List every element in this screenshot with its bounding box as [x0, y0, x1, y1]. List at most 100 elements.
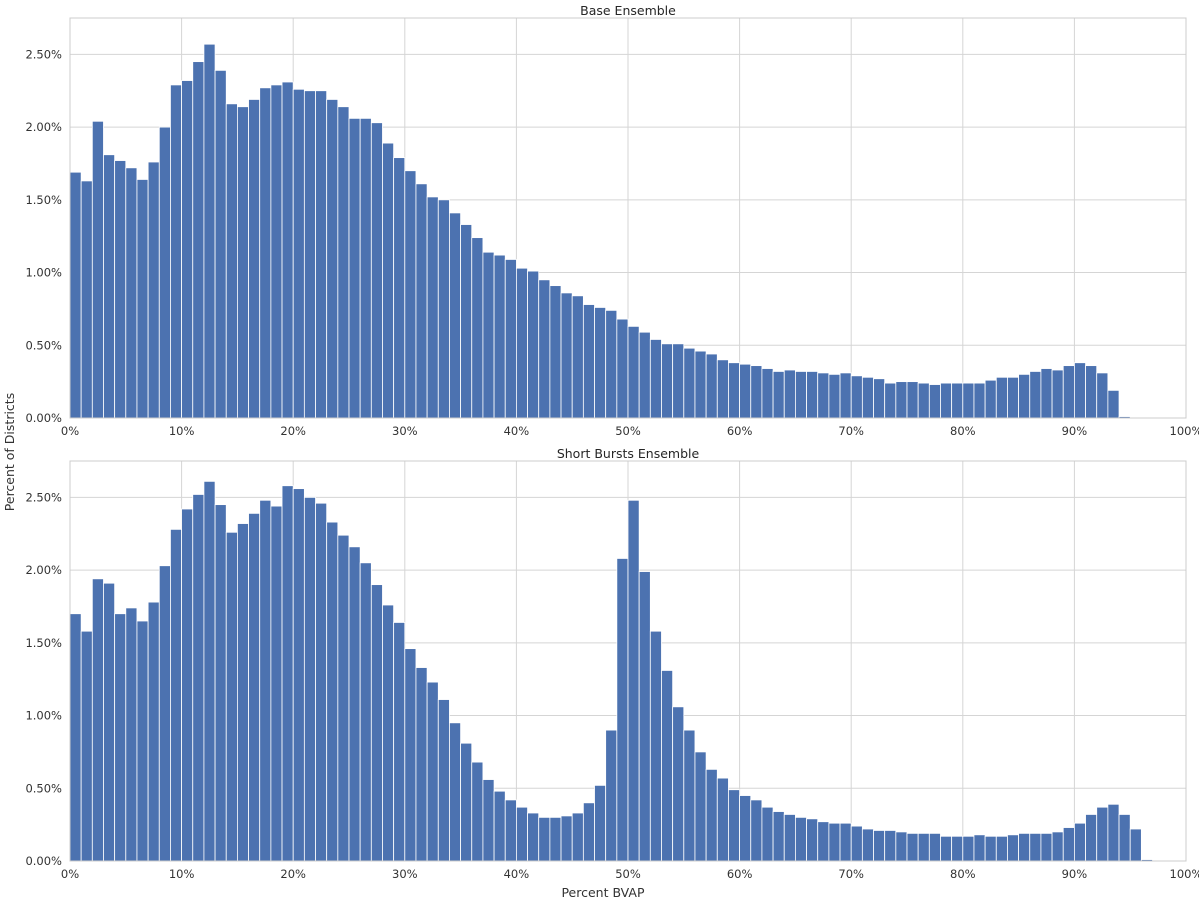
- histogram-bar: [1074, 362, 1086, 419]
- histogram-bar: [761, 368, 774, 419]
- x-tick-label: 70%: [838, 867, 864, 881]
- histogram-bar: [504, 259, 517, 419]
- histogram-bar: [91, 578, 104, 862]
- histogram-bar: [415, 667, 428, 862]
- histogram-bar: [192, 494, 205, 862]
- histogram-bar: [426, 681, 439, 862]
- histogram-bar: [605, 309, 618, 419]
- panel-title: Base Ensemble: [580, 3, 676, 18]
- histogram-bar: [661, 670, 674, 862]
- histogram-bar: [482, 251, 495, 419]
- histogram-bar: [895, 831, 908, 862]
- x-tick-label: 80%: [950, 424, 976, 438]
- histogram-bar: [839, 822, 852, 862]
- histogram-bar: [359, 117, 372, 419]
- x-tick-label: 60%: [727, 424, 753, 438]
- histogram-bar: [817, 821, 830, 862]
- histogram-bar: [661, 343, 674, 419]
- histogram-bar: [170, 84, 183, 419]
- histogram-bar: [158, 126, 171, 419]
- histogram-bar: [917, 832, 930, 862]
- histogram-bar: [248, 99, 261, 419]
- x-tick-label: 100%: [1170, 867, 1199, 881]
- histogram-bar: [783, 369, 796, 419]
- histogram-bar: [1040, 832, 1053, 862]
- histogram-bar: [471, 237, 484, 419]
- histogram-bar: [839, 372, 852, 419]
- histogram-bar: [292, 88, 305, 419]
- x-tick-label: 70%: [838, 424, 864, 438]
- histogram-bar: [315, 502, 328, 862]
- histogram-bar: [147, 161, 160, 419]
- x-tick-label: 40%: [504, 424, 530, 438]
- histogram-bar: [594, 307, 607, 419]
- histogram-bar: [549, 285, 562, 419]
- histogram-bar: [1096, 806, 1109, 862]
- x-tick-label: 40%: [504, 867, 530, 881]
- histogram-bar: [694, 350, 707, 419]
- histogram-bar: [460, 742, 473, 862]
- histogram-bar: [80, 630, 93, 862]
- histogram-bar: [114, 160, 127, 419]
- histogram-bar: [181, 80, 194, 419]
- histogram-bar: [582, 802, 595, 862]
- histogram-bar: [393, 622, 406, 862]
- histogram-bar: [504, 799, 517, 862]
- histogram-bar: [370, 122, 383, 419]
- histogram-bar: [236, 523, 249, 862]
- histogram-bar: [750, 799, 763, 862]
- histogram-bar: [750, 365, 763, 419]
- y-tick-label: 1.00%: [25, 266, 62, 280]
- x-tick-label: 100%: [1170, 424, 1199, 438]
- panel-title: Short Bursts Ensemble: [557, 446, 700, 461]
- histogram-bar: [538, 279, 551, 419]
- histogram-bar: [415, 183, 428, 419]
- histogram-bar: [672, 706, 685, 862]
- histogram-bar: [426, 196, 439, 419]
- histogram-bar: [616, 558, 629, 862]
- histogram-bar: [214, 504, 227, 862]
- histogram-bar: [861, 376, 874, 419]
- histogram-bar: [516, 806, 528, 862]
- histogram-bar: [594, 784, 607, 862]
- histogram-bar: [460, 224, 473, 419]
- histogram-bar: [370, 584, 383, 862]
- histogram-bar: [795, 816, 807, 862]
- histogram-bar: [449, 212, 462, 419]
- figure-y-axis-label: Percent of Districts: [2, 393, 17, 511]
- histogram-bar: [1129, 828, 1142, 862]
- y-tick-label: 1.00%: [25, 709, 62, 723]
- histogram-bar: [1029, 371, 1042, 419]
- histogram-bar: [705, 768, 718, 862]
- histogram-bar: [683, 347, 696, 419]
- histogram-bar: [315, 90, 328, 419]
- y-tick-label: 1.50%: [25, 193, 62, 207]
- histogram-bar: [995, 835, 1008, 862]
- y-tick-label: 0.50%: [25, 338, 62, 352]
- histogram-bar: [404, 170, 417, 419]
- histogram-bar: [984, 835, 997, 862]
- histogram-bar: [649, 630, 662, 862]
- y-tick-label: 2.50%: [25, 47, 62, 61]
- histogram-bar: [69, 171, 82, 419]
- histogram-bar: [103, 154, 116, 419]
- histogram-bar: [1051, 369, 1064, 419]
- histogram-bar: [136, 620, 149, 862]
- histogram-bar: [259, 499, 272, 862]
- histogram-bar: [761, 806, 774, 862]
- histogram-bar: [828, 373, 841, 419]
- histogram-bar: [493, 254, 506, 419]
- histogram-bar: [1085, 365, 1098, 419]
- histogram-bar: [995, 376, 1008, 419]
- histogram-bar: [884, 382, 897, 419]
- y-tick-label: 0.00%: [25, 411, 62, 425]
- x-tick-label: 90%: [1062, 424, 1088, 438]
- histogram-bar: [393, 157, 406, 419]
- histogram-bar: [236, 106, 249, 419]
- histogram-bar: [482, 779, 495, 862]
- histogram-bar: [895, 381, 908, 419]
- histogram-bar: [716, 777, 729, 862]
- histogram-bar: [884, 830, 897, 862]
- histogram-bar: [928, 384, 941, 419]
- histogram-bar: [806, 818, 819, 862]
